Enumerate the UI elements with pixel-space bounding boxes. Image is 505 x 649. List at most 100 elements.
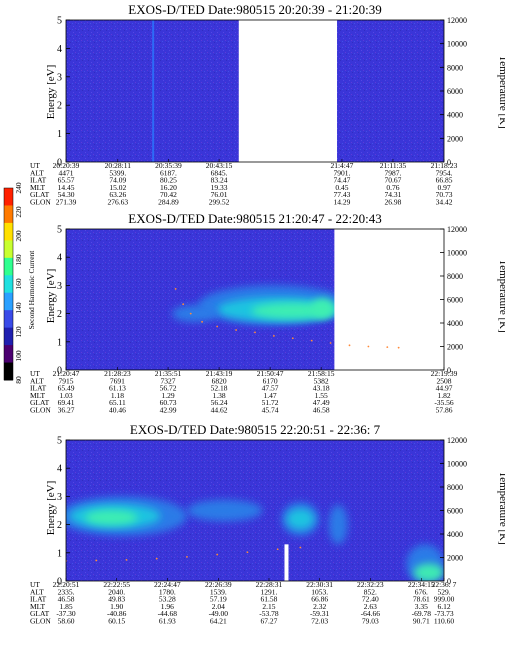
table-cell: 66.85 [436,176,453,185]
y2-tick-label: 4000 [447,111,463,120]
table-cell: 2040. [108,587,125,596]
table-cell: 65.57 [58,176,75,185]
table-cell: 80.25 [160,176,177,185]
temperature-point [310,339,313,342]
table-row-label: GLON [30,406,51,415]
colorbar-segment [4,345,13,364]
table-cell: 5382 [314,376,329,385]
table-cell: 5399. [109,168,126,177]
table-cell: 70.67 [385,176,402,185]
table-cell: 83.24 [211,176,228,185]
table-cell: 22:30:31 [306,580,333,589]
y-tick-label: 0 [57,577,62,588]
table-cell: 61.93 [159,617,176,626]
table-cell: 67.27 [261,617,278,626]
colorbar-segment [4,205,13,224]
temperature-point [125,558,128,561]
table-row-label: UT [30,580,40,589]
table-cell: 20:35:39 [155,161,182,170]
table-cell: 79.03 [362,617,379,626]
table-cell: 57.19 [210,595,227,604]
y-tick-label: 4 [57,44,62,55]
panel-title: EXOS-D/TED Date:980515 22:20:51 - 22:36:… [130,422,381,437]
table-row-label: GLON [30,617,51,626]
table-cell: 4471 [59,168,74,177]
table-cell: 1.47 [264,391,277,400]
table-cell: 47.49 [313,398,330,407]
table-cell: 65.11 [109,398,126,407]
table-cell: 49.83 [108,595,125,604]
table-cell: 58.60 [58,617,75,626]
y2-tick-label: 0 [447,577,451,586]
temperature-point [216,325,219,328]
y2-tick-label: 12000 [447,436,467,445]
temperature-point [273,335,275,337]
y-tick-label: 3 [57,492,62,503]
temperature-point [299,546,302,549]
table-cell: -49.00 [209,609,229,618]
temperature-point [186,556,188,558]
heatmap-region [186,499,263,522]
temperature-point [367,345,370,348]
table-cell: 20:43:15 [206,161,233,170]
table-cell: 61.58 [261,595,278,604]
temperature-point [348,344,351,347]
y-tick-label: 4 [57,253,62,264]
table-row-label: ALT [30,168,44,177]
heatmap-region [287,509,314,529]
table-cell: 19.33 [211,183,228,192]
table-cell: 22:34:15 [408,580,435,589]
table-row-label: ALT [30,587,44,596]
table-cell: 21:28:23 [104,369,131,378]
table-cell: 2.32 [313,602,326,611]
temperature-point [95,559,98,562]
table-cell: 1.38 [213,391,226,400]
table-cell: 70.73 [436,190,453,199]
table-cell: 20:20:39 [53,161,80,170]
table-cell: 54.30 [58,190,75,199]
table-row-label: ALT [30,376,44,385]
y2-tick-label: 12000 [447,225,467,234]
table-cell: 21:20:47 [53,369,80,378]
table-cell: 44.62 [211,406,228,415]
table-cell: 60.15 [108,617,125,626]
temperature-point [386,346,389,348]
y2-tick-label: 2000 [447,554,463,563]
table-cell: 2.63 [364,602,377,611]
table-cell: 22:32:23 [357,580,384,589]
panel-2: EXOS-D/TED Date:980515 21:20:47 - 22:20:… [30,211,505,415]
table-cell: -69.78 [412,609,432,618]
table-cell: -73.73 [434,609,454,618]
y-tick-label: 1 [57,337,62,348]
table-cell: -37.30 [56,609,76,618]
y2-tick-label: 8000 [447,483,463,492]
heatmap-region [84,510,138,525]
colorbar-tick-label: 140 [14,302,23,314]
table-cell: 66.86 [311,595,328,604]
table-cell: 21:18:23 [431,161,458,170]
table-cell: 90.71 [413,617,430,626]
y2-tick-label: 2000 [447,343,463,352]
table-cell: 676. [415,587,428,596]
y-axis-label: Energy [eV] [45,269,57,323]
colorbar-segment [4,327,13,346]
table-cell: 6845. [211,168,228,177]
heatmap-region [413,563,444,581]
table-cell: 0.45 [335,183,348,192]
y2-tick-label: 0 [447,366,451,375]
colorbar: Second Harmonic Current 80 100 120 140 160 18… [3,182,36,384]
table-cell: 20:28:11 [105,161,132,170]
table-cell: -59.31 [310,609,330,618]
y2-tick-label: 10000 [447,40,467,49]
table-row-label: ILAT [30,176,47,185]
y2-axis-label: Temperature [K] [497,259,505,332]
table-cell: -40.86 [107,609,127,618]
temperature-point [235,329,238,331]
table-cell: 22:20:51 [53,580,80,589]
table-cell: 74.09 [109,176,126,185]
table-cell: 56.24 [211,398,228,407]
table-cell: 3.35 [415,602,428,611]
table-cell: 0.76 [386,183,399,192]
table-cell: 1.82 [437,391,450,400]
